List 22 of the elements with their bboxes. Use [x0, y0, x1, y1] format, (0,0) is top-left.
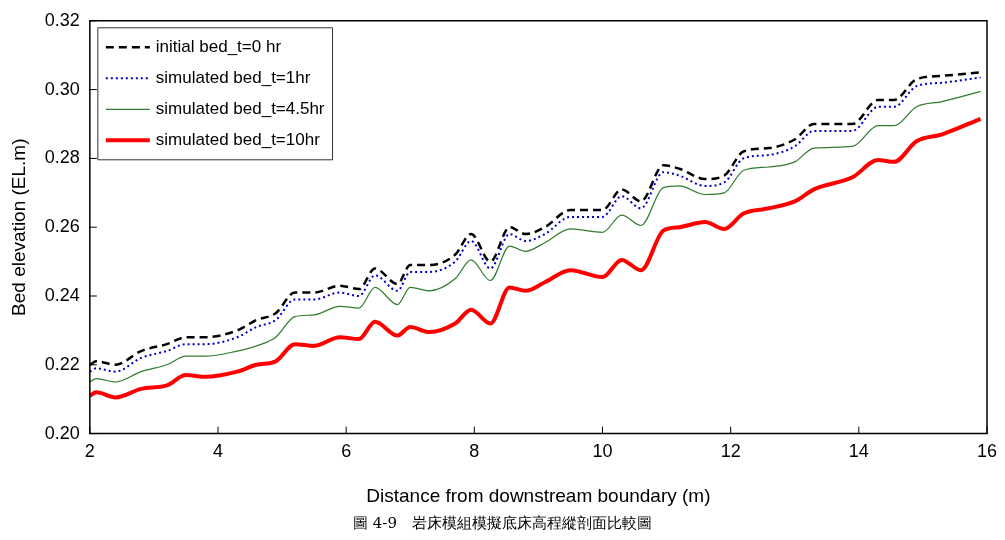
y-tick-label: 0.32: [44, 9, 80, 30]
x-tick-label: 8: [469, 441, 480, 462]
legend-label: initial bed_t=0 hr: [155, 36, 282, 56]
legend-label: simulated bed_t=4.5hr: [155, 98, 325, 118]
x-tick-label: 6: [341, 441, 352, 462]
x-tick-label: 12: [720, 441, 741, 462]
x-tick-label: 10: [592, 441, 613, 462]
y-tick-label: 0.28: [44, 147, 80, 168]
y-tick-label: 0.26: [44, 216, 80, 237]
caption: 圖 4-9 岩床模組模擬底床高程縱剖面比較圖: [352, 514, 653, 533]
x-tick-label: 2: [84, 441, 95, 462]
y-tick-label: 0.20: [44, 422, 80, 443]
y-tick-label: 0.24: [44, 284, 80, 305]
y-tick-label: 0.22: [44, 353, 80, 374]
legend-label: simulated bed_t=1hr: [155, 67, 311, 87]
legend-label: simulated bed_t=10hr: [155, 129, 321, 149]
x-tick-label: 4: [212, 441, 224, 462]
x-tick-label: 16: [976, 441, 997, 462]
y-tick-label: 0.30: [44, 78, 80, 99]
x-axis-title: Distance from downstream boundary (m): [366, 484, 711, 506]
y-axis-title: Bed elevation (EL.m): [7, 138, 29, 316]
x-tick-label: 14: [848, 441, 869, 462]
